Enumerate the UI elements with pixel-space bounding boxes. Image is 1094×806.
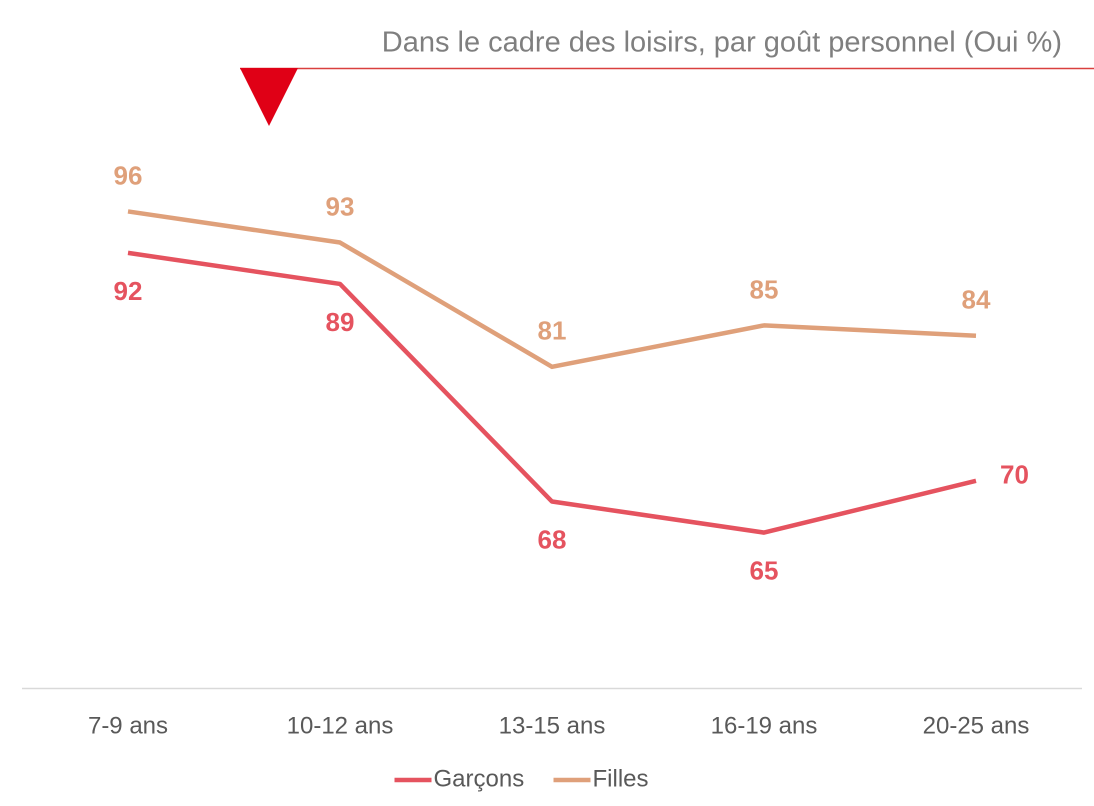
data-label: 68 (538, 524, 567, 554)
marker-triangle (240, 68, 298, 126)
x-tick-label: 10-12 ans (287, 712, 394, 739)
data-label: 93 (326, 191, 355, 221)
chart-title: Dans le cadre des loisirs, par goût pers… (382, 27, 1062, 59)
x-tick-label: 7-9 ans (88, 712, 168, 739)
x-tick-label: 20-25 ans (923, 712, 1030, 739)
plot: 7-9 ans 10-12 ans 13-15 ans 16-19 ans 20-25 … (88, 160, 1029, 792)
legend-label: Filles (593, 765, 649, 792)
series-line (127, 209, 977, 370)
data-label: 65 (750, 555, 779, 585)
x-tick-label: 16-19 ans (711, 712, 818, 739)
data-label: 92 (114, 276, 143, 306)
data-label: 89 (326, 307, 355, 337)
data-label: 81 (538, 316, 567, 346)
data-label: 70 (1000, 460, 1029, 490)
data-label: 84 (962, 285, 991, 315)
data-label: 96 (114, 160, 143, 190)
legend-label: Garçons (434, 765, 525, 792)
series-line (127, 250, 977, 535)
data-label: 85 (750, 274, 779, 304)
x-tick-label: 13-15 ans (499, 712, 606, 739)
